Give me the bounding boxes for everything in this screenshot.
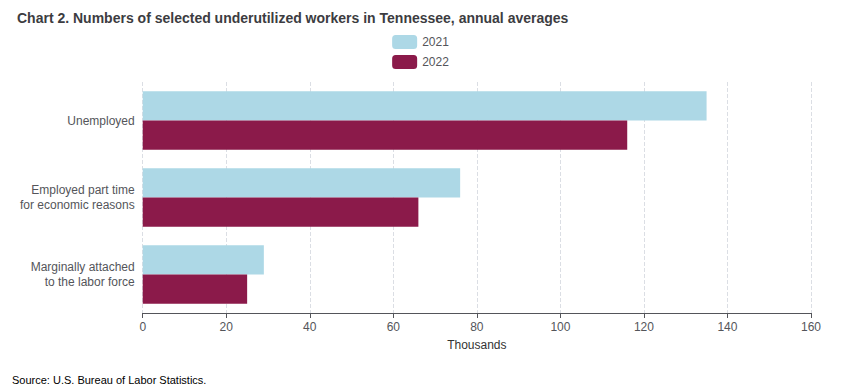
svg-text:Employed part time: Employed part time <box>31 183 135 197</box>
svg-text:100: 100 <box>550 320 570 334</box>
svg-text:40: 40 <box>303 320 317 334</box>
svg-text:Marginally attached: Marginally attached <box>31 260 135 274</box>
svg-text:Thousands: Thousands <box>447 338 506 352</box>
svg-text:160: 160 <box>801 320 821 334</box>
svg-text:2021: 2021 <box>422 35 449 49</box>
svg-text:Chart 2. Numbers of selected u: Chart 2. Numbers of selected underutiliz… <box>17 10 569 26</box>
svg-text:120: 120 <box>634 320 654 334</box>
svg-text:0: 0 <box>139 320 146 334</box>
svg-text:Source: U.S. Bureau of Labor S: Source: U.S. Bureau of Labor Statistics. <box>12 374 206 386</box>
svg-text:Unemployed: Unemployed <box>67 114 134 128</box>
svg-text:140: 140 <box>717 320 737 334</box>
svg-text:80: 80 <box>470 320 484 334</box>
svg-text:20: 20 <box>220 320 234 334</box>
svg-text:to the labor force: to the labor force <box>45 275 135 289</box>
svg-text:for economic reasons: for economic reasons <box>20 198 135 212</box>
svg-text:60: 60 <box>387 320 401 334</box>
svg-text:2022: 2022 <box>422 55 449 69</box>
